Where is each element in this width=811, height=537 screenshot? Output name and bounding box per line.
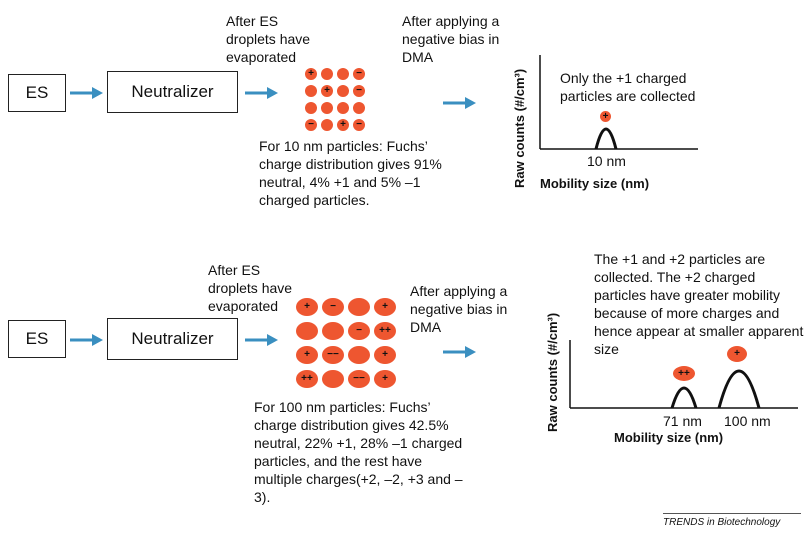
x-axis-label-bottom: Mobility size (nm) <box>614 430 724 445</box>
particle <box>296 322 318 340</box>
arrow-icon <box>245 334 278 346</box>
only-plus1-text: Only the +1 charged particles are collec… <box>560 70 696 104</box>
peak-label-top: 10 nm <box>587 153 626 169</box>
arrow-icon <box>443 346 476 358</box>
y-axis-label-top: Raw counts (#/cm³) <box>512 68 527 188</box>
particle: ++ <box>374 322 396 340</box>
particle <box>321 102 333 114</box>
arrow-icon <box>70 87 103 99</box>
particle <box>337 85 349 97</box>
particle <box>321 68 333 80</box>
neutralizer-box-bottom: Neutralizer <box>107 318 238 360</box>
y-axis-label-bottom: Raw counts (#/cm³) <box>545 312 560 432</box>
es-box-bottom: ES <box>8 320 66 358</box>
fuchs-text-top: For 10 nm particles: Fuchs’ charge distr… <box>259 138 442 208</box>
neutralizer-box-top: Neutralizer <box>107 71 238 113</box>
particle: + <box>296 346 318 364</box>
particle: + <box>374 346 396 364</box>
particle <box>337 68 349 80</box>
credit-divider <box>663 513 801 514</box>
peak-particle-plus1: + <box>727 346 747 362</box>
es-box-top: ES <box>8 74 66 112</box>
particle: + <box>305 68 317 80</box>
particle: −− <box>322 346 344 364</box>
peak-particle-top: + <box>600 111 611 122</box>
particle <box>322 322 344 340</box>
neutralizer-label: Neutralizer <box>131 329 214 348</box>
fuchs-text-bottom: For 100 nm particles: Fuchs’ charge dist… <box>254 399 463 505</box>
particle <box>321 119 333 131</box>
particle: − <box>305 119 317 131</box>
particle: −− <box>348 370 370 388</box>
credit-text: TRENDS in Biotechnology <box>663 517 781 528</box>
particle: + <box>321 85 333 97</box>
particle <box>305 102 317 114</box>
particle <box>337 102 349 114</box>
particle: + <box>374 298 396 316</box>
after-bias-text-bottom: After applying a negative bias in DMA <box>410 283 508 335</box>
particle: + <box>337 119 349 131</box>
particle: − <box>353 68 365 80</box>
peak1-label: 71 nm <box>663 413 702 429</box>
particle: ++ <box>296 370 318 388</box>
particle: + <box>374 370 396 388</box>
arrow-icon <box>245 87 278 99</box>
arrow-icon <box>70 334 103 346</box>
particle: + <box>296 298 318 316</box>
es-label: ES <box>25 329 49 348</box>
collected-text: The +1 and +2 particles are collected. T… <box>594 251 804 357</box>
peak-particle-plus2: ++ <box>673 366 695 381</box>
particle <box>322 370 344 388</box>
es-label: ES <box>25 83 49 102</box>
after-es-text-top: After ES droplets have evaporated <box>226 13 311 65</box>
particle: − <box>353 85 365 97</box>
particle: − <box>322 298 344 316</box>
particle: − <box>348 322 370 340</box>
after-bias-text-top: After applying a negative bias in DMA <box>402 13 500 65</box>
x-axis-label-top: Mobility size (nm) <box>540 176 650 191</box>
plot-axes-top <box>539 55 698 150</box>
particle <box>348 346 370 364</box>
arrow-icon <box>443 97 476 109</box>
particle <box>305 85 317 97</box>
particle: − <box>353 119 365 131</box>
particle <box>348 298 370 316</box>
after-es-text-bottom: After ES droplets have evaporated <box>208 262 293 314</box>
peak2-label: 100 nm <box>724 413 771 429</box>
particle <box>353 102 365 114</box>
plot-axes-bottom <box>569 340 798 409</box>
neutralizer-label: Neutralizer <box>131 82 214 101</box>
